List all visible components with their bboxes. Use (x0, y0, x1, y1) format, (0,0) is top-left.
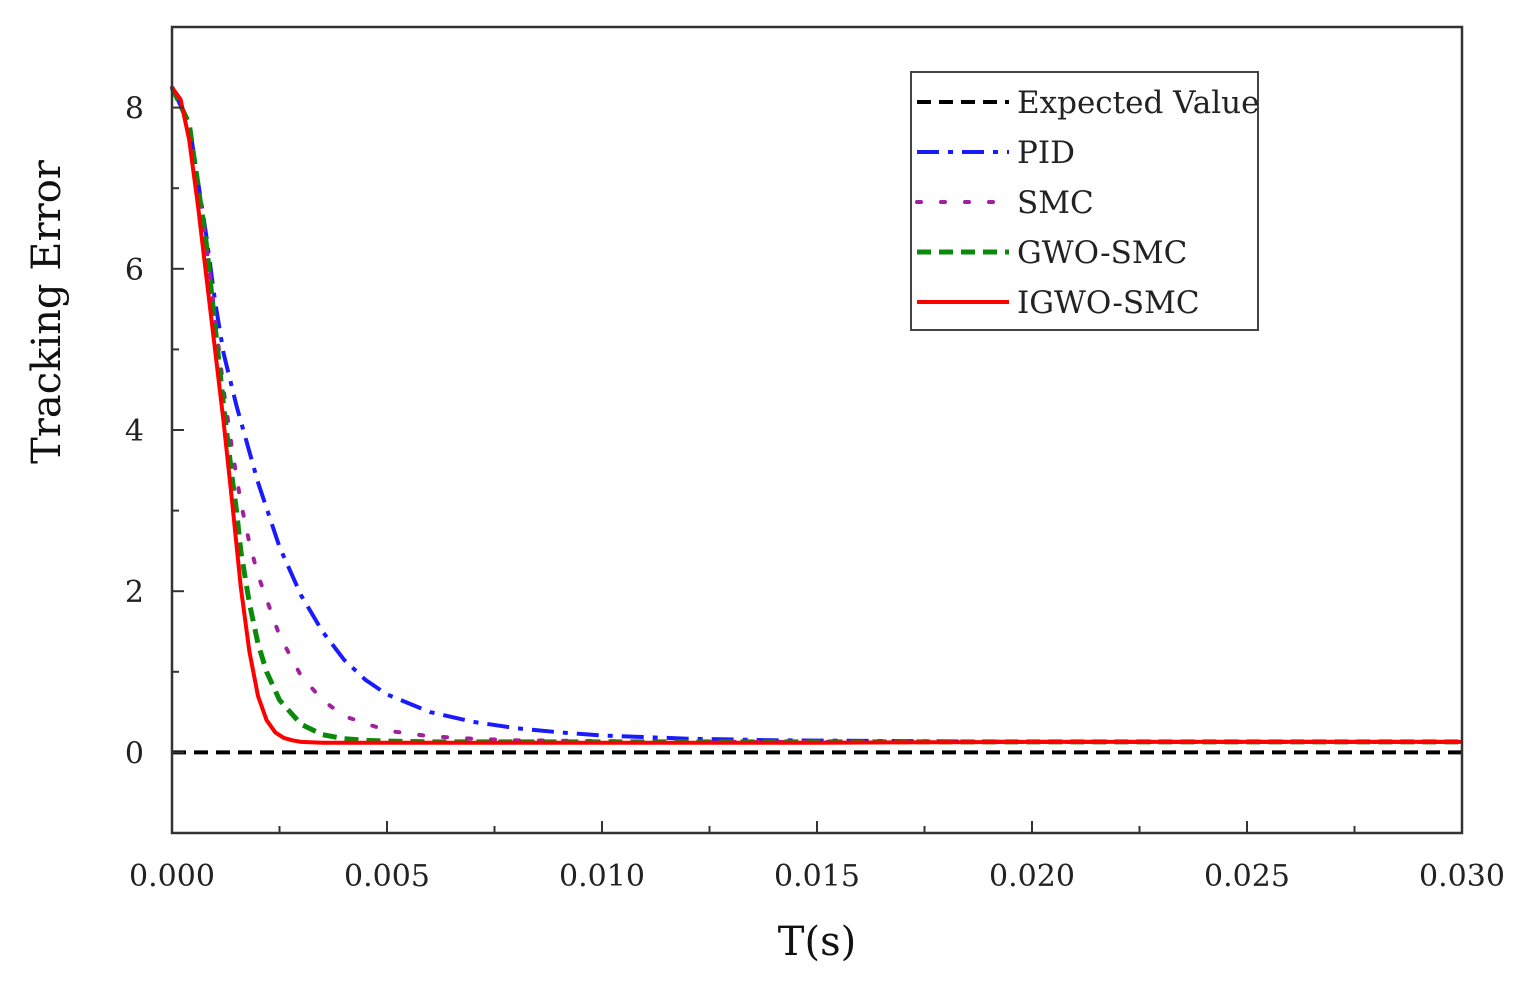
x-tick-label: 0.000 (129, 859, 215, 894)
legend-label-igwo-smc: IGWO-SMC (1017, 285, 1200, 321)
legend-label-pid: PID (1017, 135, 1075, 171)
legend-label-smc: SMC (1017, 185, 1094, 221)
legend-label-expected-value: Expected Value (1017, 85, 1259, 121)
y-tick-label: 2 (125, 575, 144, 610)
y-tick-label: 6 (125, 253, 144, 288)
x-tick-label: 0.010 (559, 859, 645, 894)
y-axis-title: Tracking Error (24, 159, 70, 464)
y-tick-label: 4 (125, 414, 144, 449)
x-tick-label: 0.020 (989, 859, 1075, 894)
legend-label-gwo-smc: GWO-SMC (1017, 235, 1187, 271)
y-tick-label: 0 (125, 736, 144, 771)
series-layer (169, 85, 1464, 755)
x-tick-label: 0.030 (1419, 859, 1505, 894)
x-tick-label: 0.005 (344, 859, 430, 894)
x-axis-title: T(s) (778, 919, 856, 965)
series-line-igwo-smc (170, 86, 1462, 745)
legend: Expected Value PID SMC GWO-SMC IGWO-SMC (910, 71, 1259, 331)
ticks-layer: 0.000 0.005 0.010 0.015 0.020 0.025 0.030 0 2 4 6 8 (125, 92, 1505, 894)
x-tick-label: 0.025 (1204, 859, 1290, 894)
y-tick-label: 8 (125, 92, 144, 127)
x-tick-label: 0.015 (774, 859, 860, 894)
